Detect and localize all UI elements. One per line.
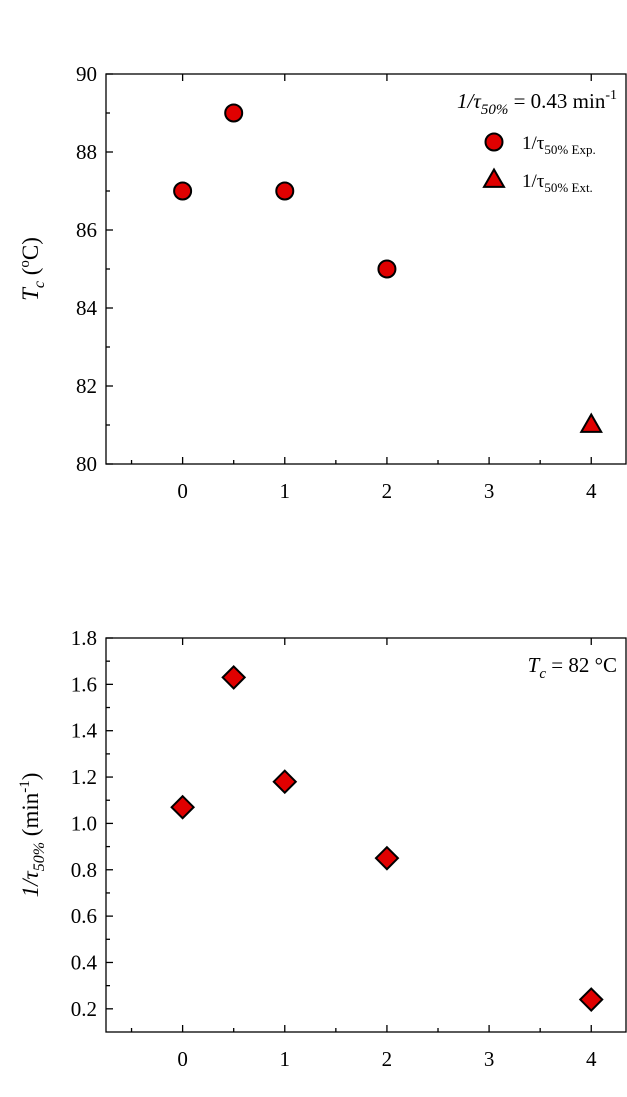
y-tick-label: 0.6: [71, 904, 97, 928]
y-title-rest: (: [18, 268, 43, 281]
data-point: [275, 181, 295, 201]
annotation-lhs: 1/τ: [457, 89, 482, 113]
data-point: [221, 664, 247, 690]
y-tick-label: 88: [76, 140, 97, 164]
x-tick-label: 2: [382, 1047, 393, 1071]
x-tick-label: 2: [382, 479, 393, 503]
x-tick-label: 4: [586, 479, 597, 503]
y-title-sup: -1: [17, 780, 33, 793]
y-title-symbol: 1/τ: [18, 871, 43, 898]
annotation-rhs: = 0.43 min: [508, 89, 606, 113]
legend-marker: [482, 167, 506, 188]
annotation-sup: -1: [605, 88, 617, 103]
x-tick-label: 0: [177, 1047, 188, 1071]
annotation-text: 1/τ50% = 0.43 min-1: [457, 88, 617, 118]
data-point: [377, 259, 397, 279]
annotation-sub: 50%: [481, 102, 509, 118]
legend-name-main: 1/τ: [522, 171, 545, 192]
series-0: [173, 103, 397, 279]
y-title-sup: o: [17, 260, 33, 268]
data-point: [374, 845, 400, 871]
data-point: [224, 103, 244, 123]
annotation-text: Tc = 82 °C: [528, 653, 617, 682]
y-title-sub: c: [31, 281, 48, 288]
legend-name-sub: 50% Ext.: [544, 180, 592, 195]
y-title-rest: (min: [18, 792, 43, 842]
legend-name-sub: 50% Exp.: [544, 142, 595, 157]
y-tick-label: 0.4: [71, 950, 98, 974]
x-tick-label: 3: [484, 1047, 495, 1071]
plot-frame: [105, 637, 627, 1033]
series-0: [170, 664, 604, 1012]
legend-entry: 1/τ50% Ext.: [522, 171, 593, 195]
data-point: [173, 181, 193, 201]
annotation-rhs: = 82 °C: [546, 653, 617, 677]
annotation-sub: c: [539, 666, 546, 682]
y-title-unit: C): [18, 237, 43, 260]
y-tick-label: 1.0: [71, 811, 97, 835]
x-tick-label: 1: [280, 479, 291, 503]
y-title-symbol: T: [18, 286, 43, 301]
y-axis-title: 1/τ50% (min-1): [17, 773, 48, 898]
x-tick-label: 4: [586, 1047, 597, 1071]
y-tick-label: 80: [76, 452, 97, 476]
x-tick-label: 0: [177, 479, 188, 503]
y-title-unit: ): [18, 773, 43, 781]
series-1: [579, 412, 603, 433]
y-tick-label: 90: [76, 62, 97, 86]
y-tick-label: 84: [76, 296, 98, 320]
y-tick-label: 1.4: [71, 719, 98, 743]
y-tick-label: 1.6: [71, 672, 97, 696]
legend: 1/τ50% Exp.1/τ50% Ext.: [482, 132, 596, 195]
data-point: [272, 769, 298, 795]
y-tick-label: 82: [76, 374, 97, 398]
y-tick-label: 86: [76, 218, 97, 242]
legend-marker: [484, 132, 504, 152]
data-point: [578, 987, 604, 1012]
legend-entry: 1/τ50% Exp.: [522, 133, 596, 157]
data-point: [579, 412, 603, 433]
x-tick-label: 1: [280, 1047, 291, 1071]
y-axis-title: Tc (oC): [17, 237, 48, 301]
y-title-sub: 50%: [31, 842, 48, 871]
chart-panel-b: 0 1 2 3 4 0.2 0.4 0.6 0.8 1.0 1.2 1.4 1.6 1.8 1/τ50% (…: [17, 626, 627, 1071]
y-tick-label: 1.2: [71, 765, 97, 789]
annotation-lhs: T: [528, 653, 541, 677]
data-point: [170, 794, 196, 820]
y-tick-label: 0.8: [71, 858, 97, 882]
legend-name-main: 1/τ: [522, 133, 545, 154]
plot-frame: [105, 73, 627, 465]
y-tick-label: 1.8: [71, 626, 97, 650]
x-tick-label: 3: [484, 479, 495, 503]
y-tick-label: 0.2: [71, 997, 97, 1021]
